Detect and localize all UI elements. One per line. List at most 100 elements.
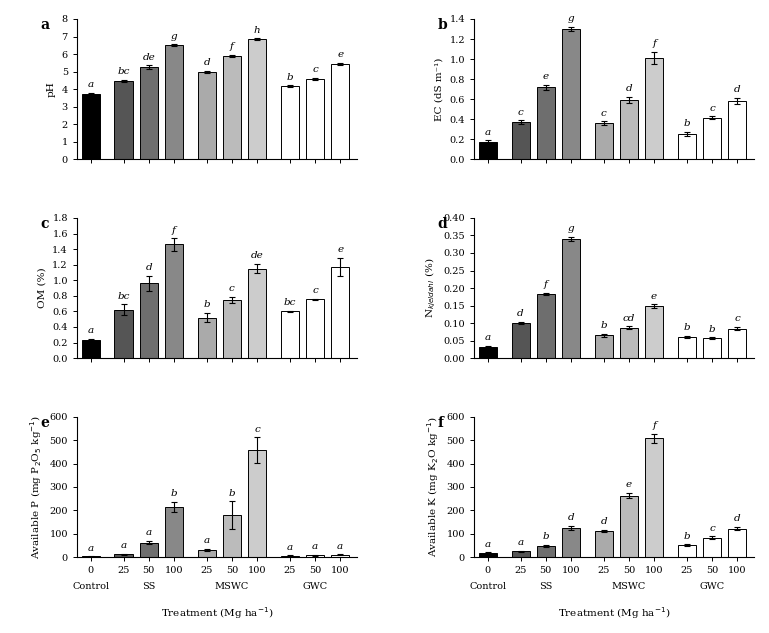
Text: d: d (734, 85, 741, 94)
Bar (198, 318, 216, 358)
Text: d: d (568, 513, 574, 522)
Bar (223, 56, 241, 159)
Bar (703, 538, 721, 557)
Text: bc: bc (284, 298, 296, 307)
Bar (703, 118, 721, 159)
Bar (281, 311, 299, 358)
Y-axis label: Available K (mg K$_{2}$O kg$^{-1}$): Available K (mg K$_{2}$O kg$^{-1}$) (425, 417, 441, 557)
X-axis label: Treatment (Mg ha$^{-1}$): Treatment (Mg ha$^{-1}$) (161, 606, 273, 622)
Text: b: b (171, 489, 177, 498)
Text: d: d (145, 263, 152, 272)
Text: e: e (337, 245, 343, 254)
Bar (82, 94, 100, 159)
Bar (594, 123, 613, 159)
Text: g: g (568, 224, 574, 234)
Bar (140, 542, 158, 557)
Bar (537, 87, 555, 159)
Bar (115, 555, 132, 557)
Text: c: c (229, 284, 235, 293)
Text: d: d (518, 310, 524, 318)
Text: f: f (172, 226, 176, 235)
Text: e: e (41, 415, 49, 430)
Bar (165, 244, 183, 358)
Bar (248, 39, 266, 159)
Bar (140, 67, 158, 159)
Bar (562, 29, 580, 159)
Bar (479, 142, 497, 159)
Bar (198, 550, 216, 557)
Bar (479, 347, 497, 358)
Bar (165, 507, 183, 557)
Bar (115, 81, 132, 159)
Bar (537, 546, 555, 557)
Bar (728, 529, 746, 557)
Text: a: a (121, 541, 127, 550)
Text: a: a (41, 18, 50, 32)
Text: c: c (312, 286, 318, 295)
Bar (511, 551, 530, 557)
Text: SS: SS (539, 582, 552, 591)
Y-axis label: Available P (mg P$_{2}$O$_{5}$ kg$^{-1}$): Available P (mg P$_{2}$O$_{5}$ kg$^{-1}$… (28, 415, 44, 559)
Bar (645, 306, 663, 358)
Text: d: d (601, 517, 607, 526)
Bar (306, 555, 324, 557)
Text: e: e (651, 292, 657, 301)
Text: cd: cd (623, 314, 635, 323)
Text: b: b (684, 532, 690, 541)
Text: c: c (254, 425, 260, 434)
Bar (223, 299, 241, 358)
Text: f: f (544, 280, 548, 289)
Y-axis label: EC (dS m⁻¹): EC (dS m⁻¹) (434, 58, 444, 121)
Bar (331, 267, 349, 358)
Bar (728, 329, 746, 358)
Bar (620, 496, 638, 557)
Text: a: a (88, 80, 94, 89)
Text: b: b (601, 322, 607, 330)
Text: de: de (251, 251, 264, 260)
Text: b: b (542, 532, 549, 541)
Text: c: c (518, 108, 524, 116)
Text: e: e (626, 480, 632, 489)
Bar (306, 79, 324, 159)
Bar (331, 64, 349, 159)
Text: e: e (543, 72, 549, 81)
Text: f: f (652, 39, 656, 48)
Text: SS: SS (142, 582, 155, 591)
Text: c: c (709, 524, 715, 533)
Bar (281, 87, 299, 159)
Text: d: d (734, 514, 741, 523)
Bar (620, 99, 638, 159)
Text: d: d (438, 216, 448, 230)
Bar (140, 284, 158, 358)
Text: a: a (484, 334, 491, 342)
Text: a: a (484, 128, 491, 137)
Bar (511, 323, 530, 358)
Bar (677, 134, 696, 159)
Bar (537, 294, 555, 358)
Bar (677, 337, 696, 358)
Bar (281, 556, 299, 557)
Bar (248, 268, 266, 358)
Text: a: a (337, 542, 343, 551)
Bar (645, 58, 663, 159)
Text: c: c (734, 315, 740, 323)
Text: f: f (438, 415, 444, 430)
Bar (165, 46, 183, 159)
Y-axis label: N$_{kjeldahl}$ (%): N$_{kjeldahl}$ (%) (424, 258, 438, 318)
Bar (115, 310, 132, 358)
Text: e: e (337, 50, 343, 60)
Text: Control: Control (469, 582, 507, 591)
Text: g: g (568, 15, 574, 23)
Text: b: b (228, 489, 235, 498)
Bar (306, 299, 324, 358)
Text: c: c (41, 216, 49, 230)
Bar (198, 72, 216, 159)
Text: GWC: GWC (700, 582, 724, 591)
Text: a: a (204, 536, 210, 546)
Text: b: b (684, 323, 690, 332)
Bar (511, 122, 530, 159)
Bar (677, 546, 696, 557)
Bar (620, 328, 638, 358)
Bar (594, 531, 613, 557)
Bar (728, 101, 746, 159)
